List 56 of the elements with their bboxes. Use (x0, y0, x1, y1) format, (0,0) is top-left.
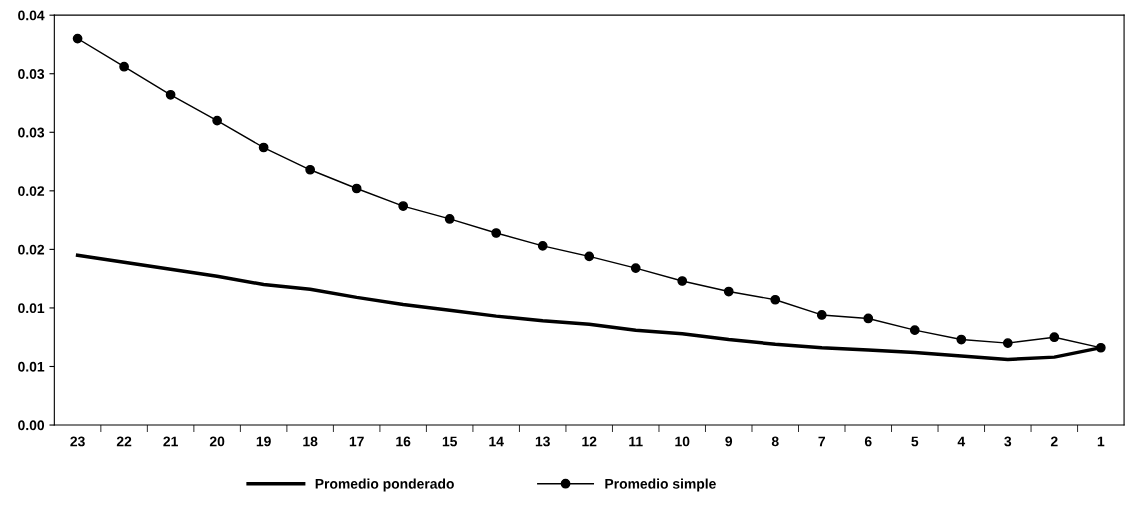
point (677, 276, 688, 286)
legend-label: Promedio simple (605, 478, 716, 492)
point (584, 251, 595, 262)
y-tick-label: 0.03 (18, 69, 45, 79)
x-tick-label: 7 (818, 436, 826, 447)
x-tick-label: 16 (396, 436, 411, 447)
x-tick-label: 8 (771, 436, 779, 447)
point (119, 61, 129, 72)
x-tick-label: 12 (582, 436, 597, 447)
point (165, 89, 176, 100)
legend-label: Promedio ponderado (315, 478, 454, 492)
point (1095, 342, 1106, 353)
x-tick-label: 21 (163, 436, 178, 447)
x-tick-label: 2 (1050, 436, 1058, 447)
point (1049, 332, 1060, 343)
x-tick-label: 22 (116, 436, 132, 447)
point (444, 214, 455, 224)
x-tick-label: 15 (442, 436, 458, 447)
y-tick-label: 0.03 (18, 127, 45, 138)
point (537, 241, 548, 251)
point (305, 164, 316, 175)
x-tick-label: 17 (349, 436, 364, 447)
x-tick-label: 20 (209, 436, 225, 447)
point (723, 286, 734, 297)
point (909, 325, 920, 336)
y-tick-label: 0.02 (18, 186, 45, 196)
y-tick-label: 0.01 (18, 361, 45, 372)
x-tick-label: 1 (1097, 436, 1105, 447)
x-tick-label: 9 (725, 436, 733, 447)
point (863, 313, 874, 324)
point (956, 334, 967, 345)
x-tick-label: 11 (629, 436, 643, 447)
x-tick-label: 6 (864, 436, 872, 447)
x-tick-label: 3 (1004, 436, 1012, 447)
point (816, 310, 827, 320)
x-tick-label: 23 (70, 436, 85, 447)
y-tick-label: 0.01 (18, 303, 45, 314)
point (72, 33, 83, 44)
point (630, 263, 641, 273)
point (351, 183, 362, 194)
point (398, 201, 409, 211)
x-tick-label: 5 (911, 436, 919, 447)
x-tick-label: 14 (489, 436, 504, 447)
x-tick-label: 4 (957, 436, 966, 447)
y-tick-label: 0.04 (18, 10, 45, 21)
point (258, 142, 269, 153)
point (1002, 338, 1013, 348)
point (491, 228, 502, 238)
x-tick-label: 19 (256, 436, 271, 447)
y-tick-label: 0.02 (18, 244, 45, 255)
x-tick-label: 10 (675, 436, 690, 447)
x-tick-label: 18 (303, 436, 318, 447)
point (212, 115, 222, 126)
point (770, 294, 781, 305)
y-tick-label: 0.00 (18, 420, 45, 431)
x-tick-label: 13 (535, 436, 550, 447)
